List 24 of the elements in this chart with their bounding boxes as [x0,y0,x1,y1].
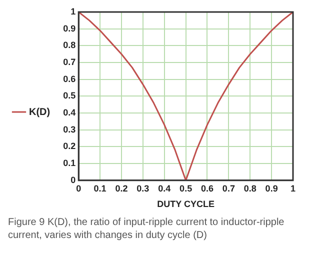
y-tick-label: 0.6 [63,74,76,84]
x-tick-label: 0.9 [265,183,278,194]
x-tick-label: 0.1 [94,183,106,194]
x-tick-label: 0.8 [244,183,256,194]
legend-label: K(D) [29,106,50,118]
y-tick-label: 0.1 [63,158,76,168]
y-tick-label: 0.5 [63,90,76,101]
x-tick-label: 0.2 [115,183,128,194]
x-tick-label: 0.3 [136,183,150,194]
y-tick-label: 0.3 [63,124,76,134]
x-tick-label: 0.5 [180,183,192,194]
y-tick-label: 0.7 [63,57,76,68]
y-tick-label: 0 [70,174,76,185]
y-tick-label: 0.9 [63,23,76,34]
x-axis-title: DUTY CYCLE [157,199,214,210]
x-tick-label: 1 [290,183,296,194]
y-tick-label: 0.4 [63,108,76,118]
y-tick-label: 0.2 [63,141,76,152]
y-tick-label: 0.8 [63,40,76,50]
x-tick-label: 0.4 [158,183,171,194]
x-tick-label: 0.6 [200,183,214,194]
caption: Figure 9 K(D), the ratio of input-ripple current to inductor-ripple current, varies with changes in duty cycle (D) [8,216,286,242]
y-tick-label: 1 [70,6,76,16]
x-tick-label: 0.7 [222,183,235,194]
